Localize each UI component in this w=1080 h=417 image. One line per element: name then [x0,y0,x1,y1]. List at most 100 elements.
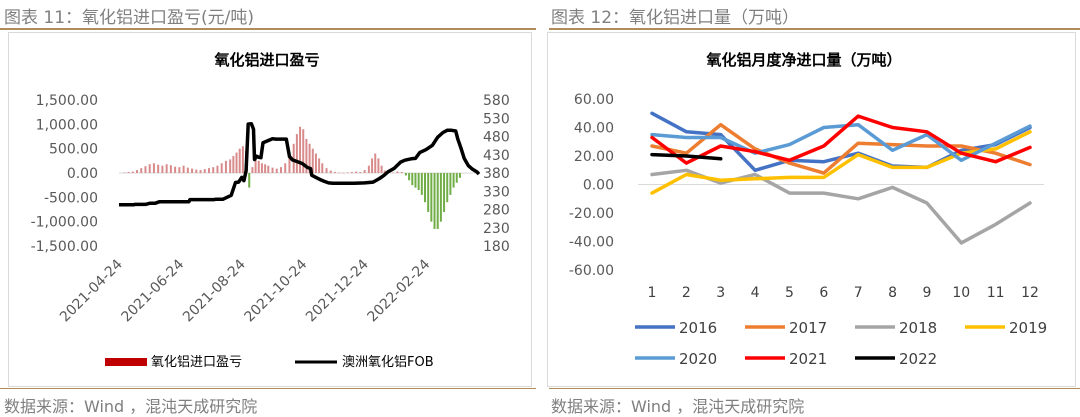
legend-label-profit: 氧化铝进口盈亏 [151,355,242,370]
x-tick-label: 2021-08-24 [180,256,249,325]
profit-bar [302,129,305,173]
legend-label-2017: 2017 [789,319,827,337]
profit-bar [374,153,377,173]
x-tick-label: 12 [1021,285,1039,301]
legend-label-2016: 2016 [679,319,717,337]
title-rule-left [0,28,536,30]
profit-bar [342,172,345,174]
y-left-tick-label: -1,500.00 [31,239,98,255]
profit-bar [417,173,420,191]
profit-bar [452,173,455,188]
profit-bar [178,167,181,173]
x-tick-label: 5 [785,285,794,301]
profit-bar [144,166,147,173]
profit-bar [235,152,238,173]
profit-bar [238,148,241,173]
profit-bar [443,173,446,212]
series-line-2021 [650,114,1032,165]
profit-bar [267,165,270,173]
profit-bar [383,170,386,173]
profit-bar [325,168,328,173]
profit-bar [232,155,235,173]
profit-bar [396,171,399,173]
x-tick-label: 8 [888,285,897,301]
title-rule-right [549,28,1080,30]
y-right-tick-label: 430 [483,148,510,164]
x-tick-label: 6 [819,285,828,301]
profit-bar [161,165,164,173]
x-tick-label: 7 [854,285,863,301]
profit-bar [203,169,206,173]
chart-title: 氧化铝进口盈亏 [213,51,319,69]
import-volume-chart: 氧化铝月度净进口量（万吨） 60.00 40.00 20.00 0.00 -20.00 -… [569,51,1047,368]
y-right-tick-label: 230 [483,221,510,237]
profit-bar [208,168,210,173]
y-left-tick-label: 0.00 [67,166,98,182]
series-line-2020 [650,122,1032,163]
figure-12-source: 数据来源：Wind ，混沌天成研究院 [551,397,805,416]
import-profit-chart: 氧化铝进口盈亏 1,500.00 1,000.00 500.00 0.00 -500.0… [31,51,510,370]
profit-bar [127,172,130,173]
profit-bar [275,168,278,173]
profit-bar [152,163,155,173]
profit-bar [212,167,215,173]
y-left-tick-label: 1,500.00 [36,93,98,109]
profit-bar [169,165,172,173]
profit-bar [271,167,274,173]
legend-label-2019: 2019 [1009,319,1047,337]
x-tick-label: 2021-10-24 [241,256,310,325]
x-tick-label: 11 [987,285,1005,301]
profit-bar [254,158,257,173]
profit-bar [251,167,254,173]
y-tick-label: -40.00 [569,235,614,251]
x-tick-label: 1 [648,285,657,301]
profit-bar [455,173,458,183]
profit-bar [288,155,291,173]
profit-bar [458,173,461,178]
profit-bar [350,172,353,173]
profit-bar [446,173,449,203]
y-tick-label: 40.00 [574,121,614,137]
profit-bar [371,158,374,173]
profit-bar [377,158,380,173]
series-line-2017 [650,122,1032,175]
profit-bar [182,165,185,173]
profit-bar [264,164,267,173]
profit-bar [411,173,414,186]
profit-bar [436,173,439,229]
profit-bar [305,138,308,173]
profit-bar [404,173,407,176]
profit-bar [308,143,311,173]
y-left-tick-label: -500.00 [44,190,98,206]
profit-bar [295,134,298,173]
profit-bar [400,172,403,173]
profit-bar [424,173,426,203]
profit-bar [338,172,341,174]
profit-bar [427,173,430,212]
import-profit-chart-panel: 氧化铝进口盈亏 1,500.00 1,000.00 500.00 0.00 -500.0… [8,32,532,387]
profit-bar [334,172,336,173]
profit-bar [186,167,189,173]
source-rule-left [0,388,536,389]
profit-bar [241,146,244,173]
y-tick-label: -20.00 [569,206,614,222]
profit-bar [299,126,302,173]
x-tick-label: 2021-06-24 [118,256,187,325]
y-tick-label: 20.00 [574,149,614,165]
y-tick-label: 60.00 [574,92,614,108]
profit-bar [380,165,383,173]
profit-bar [363,170,366,173]
profit-bar [140,168,143,173]
profit-bar [329,170,332,173]
profit-bar [191,168,194,173]
series-line-2019 [650,130,1032,195]
profit-bar [248,173,251,188]
y-left-tick-label: 500.00 [49,142,98,158]
profit-bar [359,172,362,173]
x-tick-label: 4 [751,285,760,301]
import-volume-chart-panel: 氧化铝月度净进口量（万吨） 60.00 40.00 20.00 0.00 -20.00 -… [547,32,1076,387]
profit-bar [314,153,317,173]
profit-bar [229,159,232,173]
x-tick-label: 2022-02-24 [364,256,433,325]
legend-label-2022: 2022 [899,350,937,368]
